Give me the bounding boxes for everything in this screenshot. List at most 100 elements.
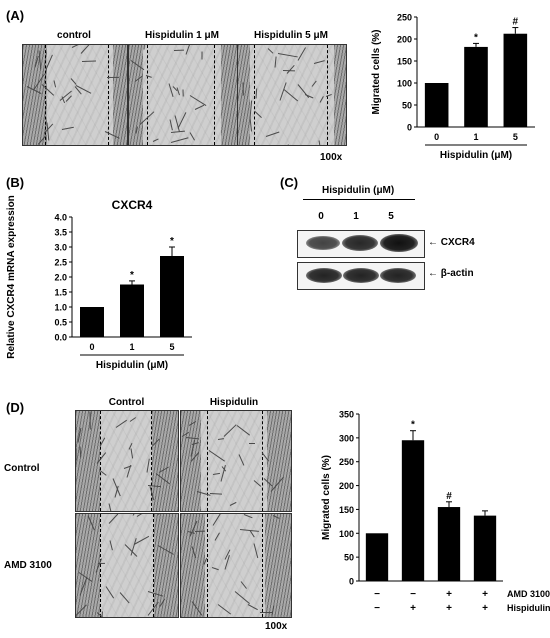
- micrograph-col-control: Control: [108, 397, 145, 408]
- cell-stroke: [249, 117, 253, 133]
- cell-stroke: [53, 80, 57, 88]
- micrograph-a-control: [22, 44, 128, 146]
- x-tick-label: 5: [513, 132, 518, 142]
- cell-stroke: [65, 95, 72, 102]
- x-axis-label: Hispidulin (μM): [96, 360, 168, 371]
- cell-stroke: [177, 112, 187, 129]
- treatment-sign: +: [482, 589, 488, 600]
- bar-5: [503, 33, 528, 127]
- cell-stroke: [247, 603, 258, 610]
- cell-stroke: [243, 514, 252, 519]
- x-tick-label: 5: [169, 342, 174, 352]
- blot-header-line: [303, 199, 415, 200]
- bar-0: [424, 83, 449, 127]
- cell-stroke: [119, 592, 130, 604]
- blot-row-label-actin: ← β-actin: [428, 268, 474, 279]
- cell-stroke: [287, 144, 297, 145]
- cell-stroke: [176, 87, 181, 96]
- y-tick-label: 3.5: [54, 228, 67, 238]
- x-tick-label: 0: [89, 342, 94, 352]
- y-tick-label: 250: [397, 13, 412, 23]
- significance-mark: #: [513, 17, 519, 28]
- cell-stroke: [105, 586, 114, 599]
- cell-stroke: [211, 566, 219, 570]
- micrograph-d-control-control: [75, 410, 179, 512]
- blot-row-label-cxcr4: ← CXCR4: [428, 237, 475, 248]
- y-axis-label: Relative CXCR4 mRNA expression: [6, 195, 17, 359]
- cell-stroke: [318, 140, 322, 145]
- cell-stroke: [101, 611, 103, 617]
- micrograph-col-hispidulin: Hispidulin: [209, 397, 259, 408]
- cell-stroke: [208, 449, 225, 462]
- chart-title: CXCR4: [112, 198, 153, 212]
- treatment-sign: +: [482, 603, 488, 614]
- band-actin-lane-0: [306, 268, 342, 283]
- cell-stroke: [255, 87, 258, 99]
- y-tick-label: 0.5: [54, 318, 67, 328]
- bar-3: [437, 507, 461, 581]
- chart-d-migrated-cells: 0 50 100 150 200 250 300 350 * # Migrated cells (%…: [321, 410, 550, 615]
- y-tick-label: 1.0: [54, 303, 67, 313]
- treatment-sign: +: [446, 589, 452, 600]
- cell-stroke: [314, 60, 325, 64]
- cell-stroke: [76, 447, 77, 461]
- y-axis-label: Migrated cells (%): [321, 455, 332, 540]
- cell-stroke: [254, 110, 262, 118]
- arrow-left-icon: ←: [428, 237, 438, 248]
- cell-stroke: [230, 502, 238, 507]
- y-tick-label: 2.0: [54, 273, 67, 283]
- chart-a-migrated-cells: 0 50 100 150 200 250 0 * 1 #5 Migrated cells (%) Hi…: [371, 13, 535, 161]
- arrow-left-icon: ←: [428, 268, 438, 279]
- micrograph-row-amd3100: AMD 3100: [4, 560, 52, 571]
- blot-header: Hispidulin (μM): [322, 185, 395, 196]
- micrograph-a-hispidulin-5: [237, 44, 347, 146]
- cell-stroke: [214, 531, 220, 541]
- treatment-sign: −: [374, 603, 380, 614]
- band-cxcr4-lane-0: [306, 236, 340, 250]
- cell-stroke: [240, 581, 247, 590]
- cell-stroke: [82, 60, 97, 62]
- band-actin-lane-1: [343, 268, 379, 283]
- bar-4: [473, 515, 497, 581]
- y-tick-label: 1.5: [54, 288, 67, 298]
- treatment-sign: −: [410, 589, 416, 600]
- cell-stroke: [130, 448, 133, 459]
- y-tick-label: 100: [397, 79, 412, 89]
- cell-stroke: [109, 540, 113, 551]
- cell-stroke: [238, 454, 245, 467]
- y-tick-label: 250: [339, 457, 354, 467]
- bar-1: [365, 533, 389, 581]
- band-actin-lane-5: [380, 268, 416, 283]
- bar-5: [160, 256, 184, 337]
- cell-stroke: [97, 562, 106, 564]
- cell-stroke: [80, 45, 91, 54]
- y-tick-label: 100: [339, 529, 354, 539]
- cell-stroke: [146, 459, 150, 474]
- micrograph-d-amd3100-hispidulin: [180, 513, 292, 618]
- cell-stroke: [61, 126, 74, 130]
- y-tick-label: 200: [397, 35, 412, 45]
- magnification-label-d: 100x: [265, 621, 288, 632]
- cell-stroke: [253, 480, 261, 487]
- bar-0: [80, 307, 104, 337]
- cell-stroke: [70, 78, 78, 86]
- cell-stroke: [153, 138, 160, 142]
- panel-a-label: (A): [6, 8, 25, 23]
- blot-row-label-cxcr4-text: CXCR4: [440, 237, 475, 248]
- micrograph-a-hispidulin-1: [128, 44, 238, 146]
- y-axis-label: Migrated cells (%): [371, 29, 382, 114]
- micrograph-title-control: control: [57, 30, 91, 41]
- panel-c-label: (C): [280, 175, 299, 190]
- y-tick-label: 50: [344, 553, 354, 563]
- y-tick-label: 350: [339, 410, 354, 420]
- significance-mark: *: [170, 236, 174, 247]
- cell-stroke: [115, 419, 127, 428]
- treatment-label: AMD 3100: [507, 589, 550, 599]
- cell-stroke: [108, 503, 114, 511]
- cell-stroke: [319, 95, 325, 103]
- blot-beta-actin: [297, 262, 425, 290]
- y-tick-label: 0: [407, 123, 412, 133]
- x-tick-label: 1: [473, 132, 478, 142]
- cell-stroke: [311, 80, 317, 88]
- bar-2: [401, 440, 425, 581]
